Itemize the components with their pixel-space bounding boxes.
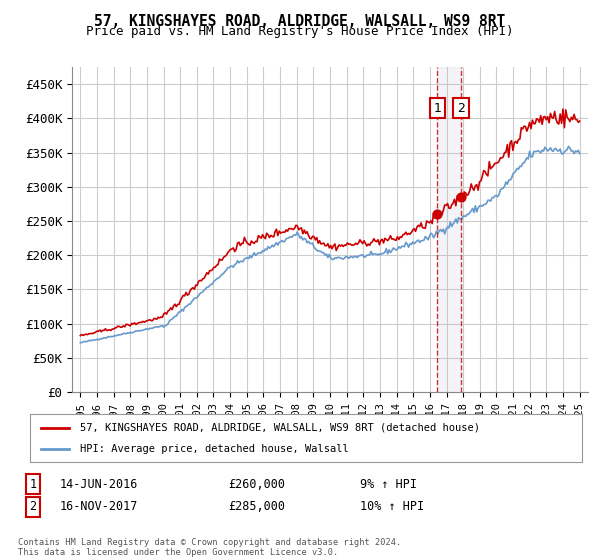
Text: Price paid vs. HM Land Registry's House Price Index (HPI): Price paid vs. HM Land Registry's House … xyxy=(86,25,514,38)
Text: 16-NOV-2017: 16-NOV-2017 xyxy=(60,500,139,514)
Text: 9% ↑ HPI: 9% ↑ HPI xyxy=(360,478,417,491)
Text: 57, KINGSHAYES ROAD, ALDRIDGE, WALSALL, WS9 8RT: 57, KINGSHAYES ROAD, ALDRIDGE, WALSALL, … xyxy=(94,14,506,29)
Text: 14-JUN-2016: 14-JUN-2016 xyxy=(60,478,139,491)
Text: 1: 1 xyxy=(29,478,37,491)
Text: Contains HM Land Registry data © Crown copyright and database right 2024.
This d: Contains HM Land Registry data © Crown c… xyxy=(18,538,401,557)
Text: 1: 1 xyxy=(433,102,441,115)
Text: 2: 2 xyxy=(29,500,37,514)
Text: £285,000: £285,000 xyxy=(228,500,285,514)
Text: 10% ↑ HPI: 10% ↑ HPI xyxy=(360,500,424,514)
Text: 2: 2 xyxy=(457,102,465,115)
Point xyxy=(433,210,442,219)
Text: HPI: Average price, detached house, Walsall: HPI: Average price, detached house, Wals… xyxy=(80,444,349,454)
Text: £260,000: £260,000 xyxy=(228,478,285,491)
Bar xyxy=(437,67,461,392)
Text: 57, KINGSHAYES ROAD, ALDRIDGE, WALSALL, WS9 8RT (detached house): 57, KINGSHAYES ROAD, ALDRIDGE, WALSALL, … xyxy=(80,423,479,433)
Point xyxy=(457,193,466,202)
